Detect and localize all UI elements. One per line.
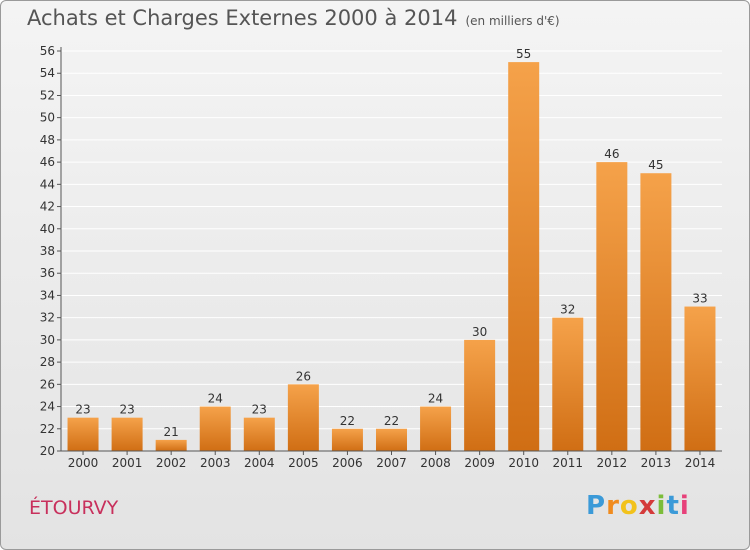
bars [67,62,716,451]
value-label: 45 [648,158,663,172]
proxiti-logo[interactable]: Proxiti [586,491,690,521]
labels: 20 22 24 26 28 30 32 34 36 38 40 42 44 46 48 50 52 54 56 23… [40,44,716,470]
x-tick-label: 2004 [244,456,275,470]
y-tick-label: 34 [40,288,55,302]
bar-2012 [596,162,628,451]
bar-2002 [155,439,187,451]
value-label: 46 [604,147,619,161]
y-tick-label: 56 [40,44,55,58]
y-tick-label: 30 [40,333,55,347]
x-tick-label: 2005 [288,456,319,470]
bar-2001 [111,417,143,451]
x-tick-label: 2010 [508,456,539,470]
y-tick-label: 50 [40,111,55,125]
bar-2000 [67,417,99,451]
bar-2008 [420,406,452,451]
y-tick-label: 24 [40,400,55,414]
x-tick-label: 2001 [112,456,143,470]
value-label: 32 [560,303,575,317]
bar-2014 [684,306,716,451]
value-label: 21 [164,425,179,439]
title-text: Achats et Charges Externes 2000 à 2014 [27,6,458,30]
value-label: 23 [252,403,267,417]
y-tick-label: 36 [40,266,55,280]
value-label: 26 [296,369,311,383]
bar-2004 [243,417,275,451]
bar-2010 [508,62,540,451]
y-tick-label: 48 [40,133,55,147]
x-tick-label: 2013 [641,456,672,470]
value-label: 30 [472,325,487,339]
y-tick-label: 26 [40,377,55,391]
value-label: 55 [516,47,531,61]
x-tick-label: 2009 [464,456,495,470]
bar-2011 [552,317,584,451]
y-tick-label: 28 [40,355,55,369]
bar-2006 [331,428,363,451]
chart-subtitle: (en milliers d'€) [465,14,560,28]
x-tick-label: 2003 [200,456,231,470]
x-tick-label: 2008 [420,456,451,470]
x-tick-label: 2000 [68,456,99,470]
y-tick-label: 46 [40,155,55,169]
x-tick-label: 2006 [332,456,363,470]
value-label: 23 [75,403,90,417]
bar-2003 [199,406,231,451]
bar-2005 [287,384,319,451]
y-tick-label: 32 [40,311,55,325]
y-tick-label: 44 [40,177,55,191]
x-tick-label: 2002 [156,456,187,470]
y-tick-label: 54 [40,66,55,80]
x-tick-label: 2012 [597,456,628,470]
value-label: 23 [119,403,134,417]
bar-2009 [464,339,496,451]
x-tick-label: 2011 [552,456,583,470]
y-tick-label: 20 [40,444,55,458]
y-tick-label: 52 [40,88,55,102]
value-label: 22 [340,414,355,428]
bar-2013 [640,173,672,451]
commune-name: ÉTOURVY [29,497,119,519]
value-label: 22 [384,414,399,428]
axes [57,47,722,455]
y-tick-label: 40 [40,222,55,236]
y-tick-label: 38 [40,244,55,258]
y-tick-label: 22 [40,422,55,436]
x-tick-label: 2007 [376,456,407,470]
value-label: 24 [208,392,223,406]
chart-title: Achats et Charges Externes 2000 à 2014 (e… [27,6,560,30]
bar-2007 [376,428,407,451]
y-tick-label: 42 [40,200,55,214]
x-tick-label: 2014 [685,456,716,470]
value-label: 24 [428,392,443,406]
value-label: 33 [692,292,707,306]
